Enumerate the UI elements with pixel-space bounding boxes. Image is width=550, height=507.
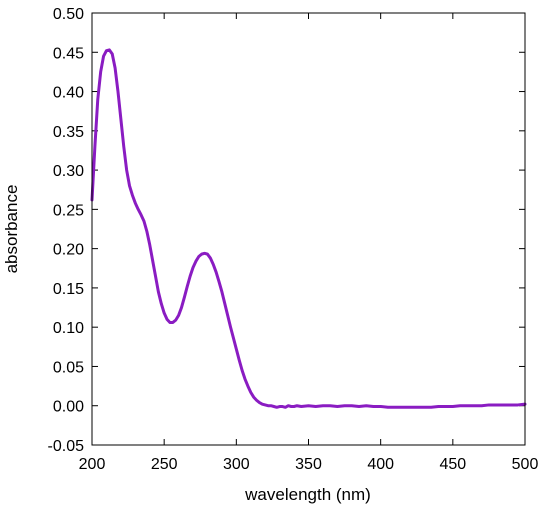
x-axis-title: wavelength (nm) <box>244 485 371 504</box>
tick-labels: 200 250 300 350 400 450 500 -0.05 0.00 0.05 0.10 0.… <box>48 6 539 473</box>
x-tick-label: 250 <box>151 456 178 473</box>
y-tick-label: 0.50 <box>53 6 84 23</box>
y-tick-label: 0.20 <box>53 242 84 259</box>
y-tick-label: 0.10 <box>53 320 84 337</box>
series-layer <box>90 48 527 409</box>
y-tick-label: 0.00 <box>53 399 84 416</box>
absorbance-series-line <box>90 48 527 409</box>
y-axis-title: absorbance <box>2 185 21 274</box>
y-tick-label: 0.40 <box>53 85 84 102</box>
y-tick-label: 0.30 <box>53 163 84 180</box>
plot-frame <box>91 12 526 446</box>
y-tick-label: 0.15 <box>53 281 84 298</box>
y-tick-label: 0.05 <box>53 359 84 376</box>
x-tick-label: 400 <box>367 456 394 473</box>
x-tick-label: 300 <box>223 456 250 473</box>
x-tick-label: 200 <box>79 456 106 473</box>
x-tick-label: 450 <box>439 456 466 473</box>
y-tick-label: 0.45 <box>53 45 84 62</box>
tick-marks <box>91 12 526 446</box>
y-tick-label: 0.35 <box>53 124 84 141</box>
x-tick-label: 350 <box>295 456 322 473</box>
y-tick-label: -0.05 <box>48 438 85 455</box>
x-tick-label: 500 <box>512 456 539 473</box>
y-tick-label: 0.25 <box>53 202 84 219</box>
